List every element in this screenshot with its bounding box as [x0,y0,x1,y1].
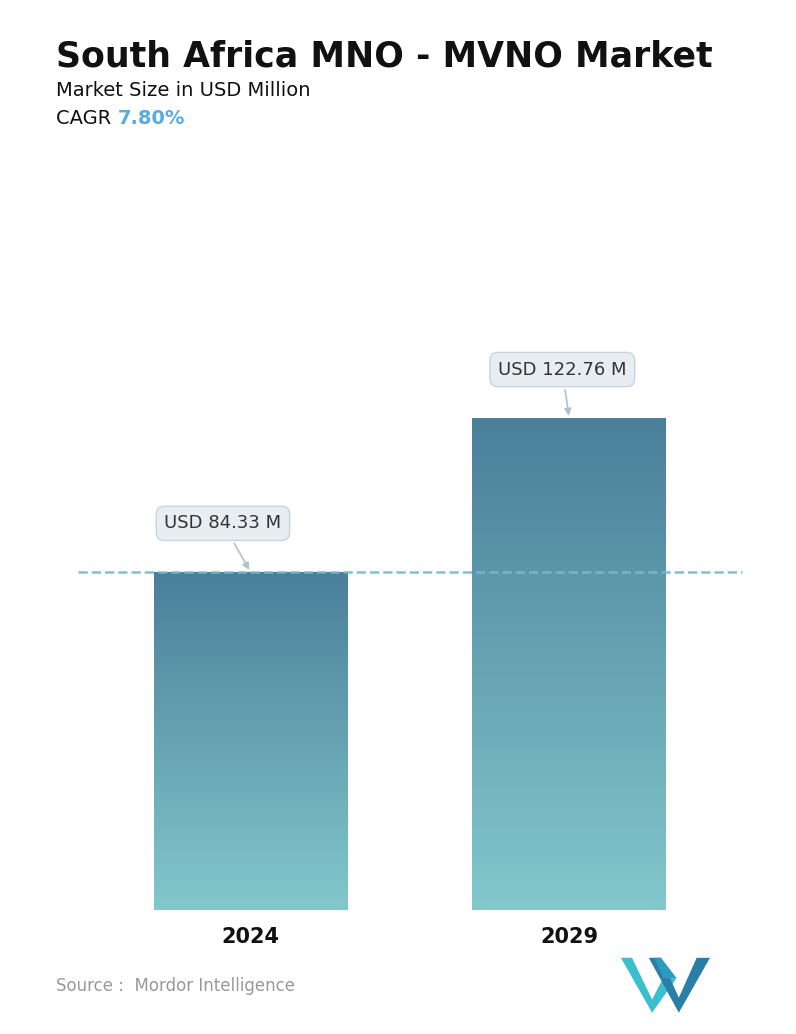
Text: Market Size in USD Million: Market Size in USD Million [56,81,310,99]
Text: South Africa MNO - MVNO Market: South Africa MNO - MVNO Market [56,39,712,73]
Polygon shape [621,957,677,1012]
Polygon shape [649,957,710,1012]
Polygon shape [654,957,677,978]
Text: USD 84.33 M: USD 84.33 M [165,514,282,569]
Text: 7.80%: 7.80% [118,109,185,127]
Text: USD 122.76 M: USD 122.76 M [498,361,626,414]
Text: Source :  Mordor Intelligence: Source : Mordor Intelligence [56,977,295,995]
Text: CAGR: CAGR [56,109,117,127]
